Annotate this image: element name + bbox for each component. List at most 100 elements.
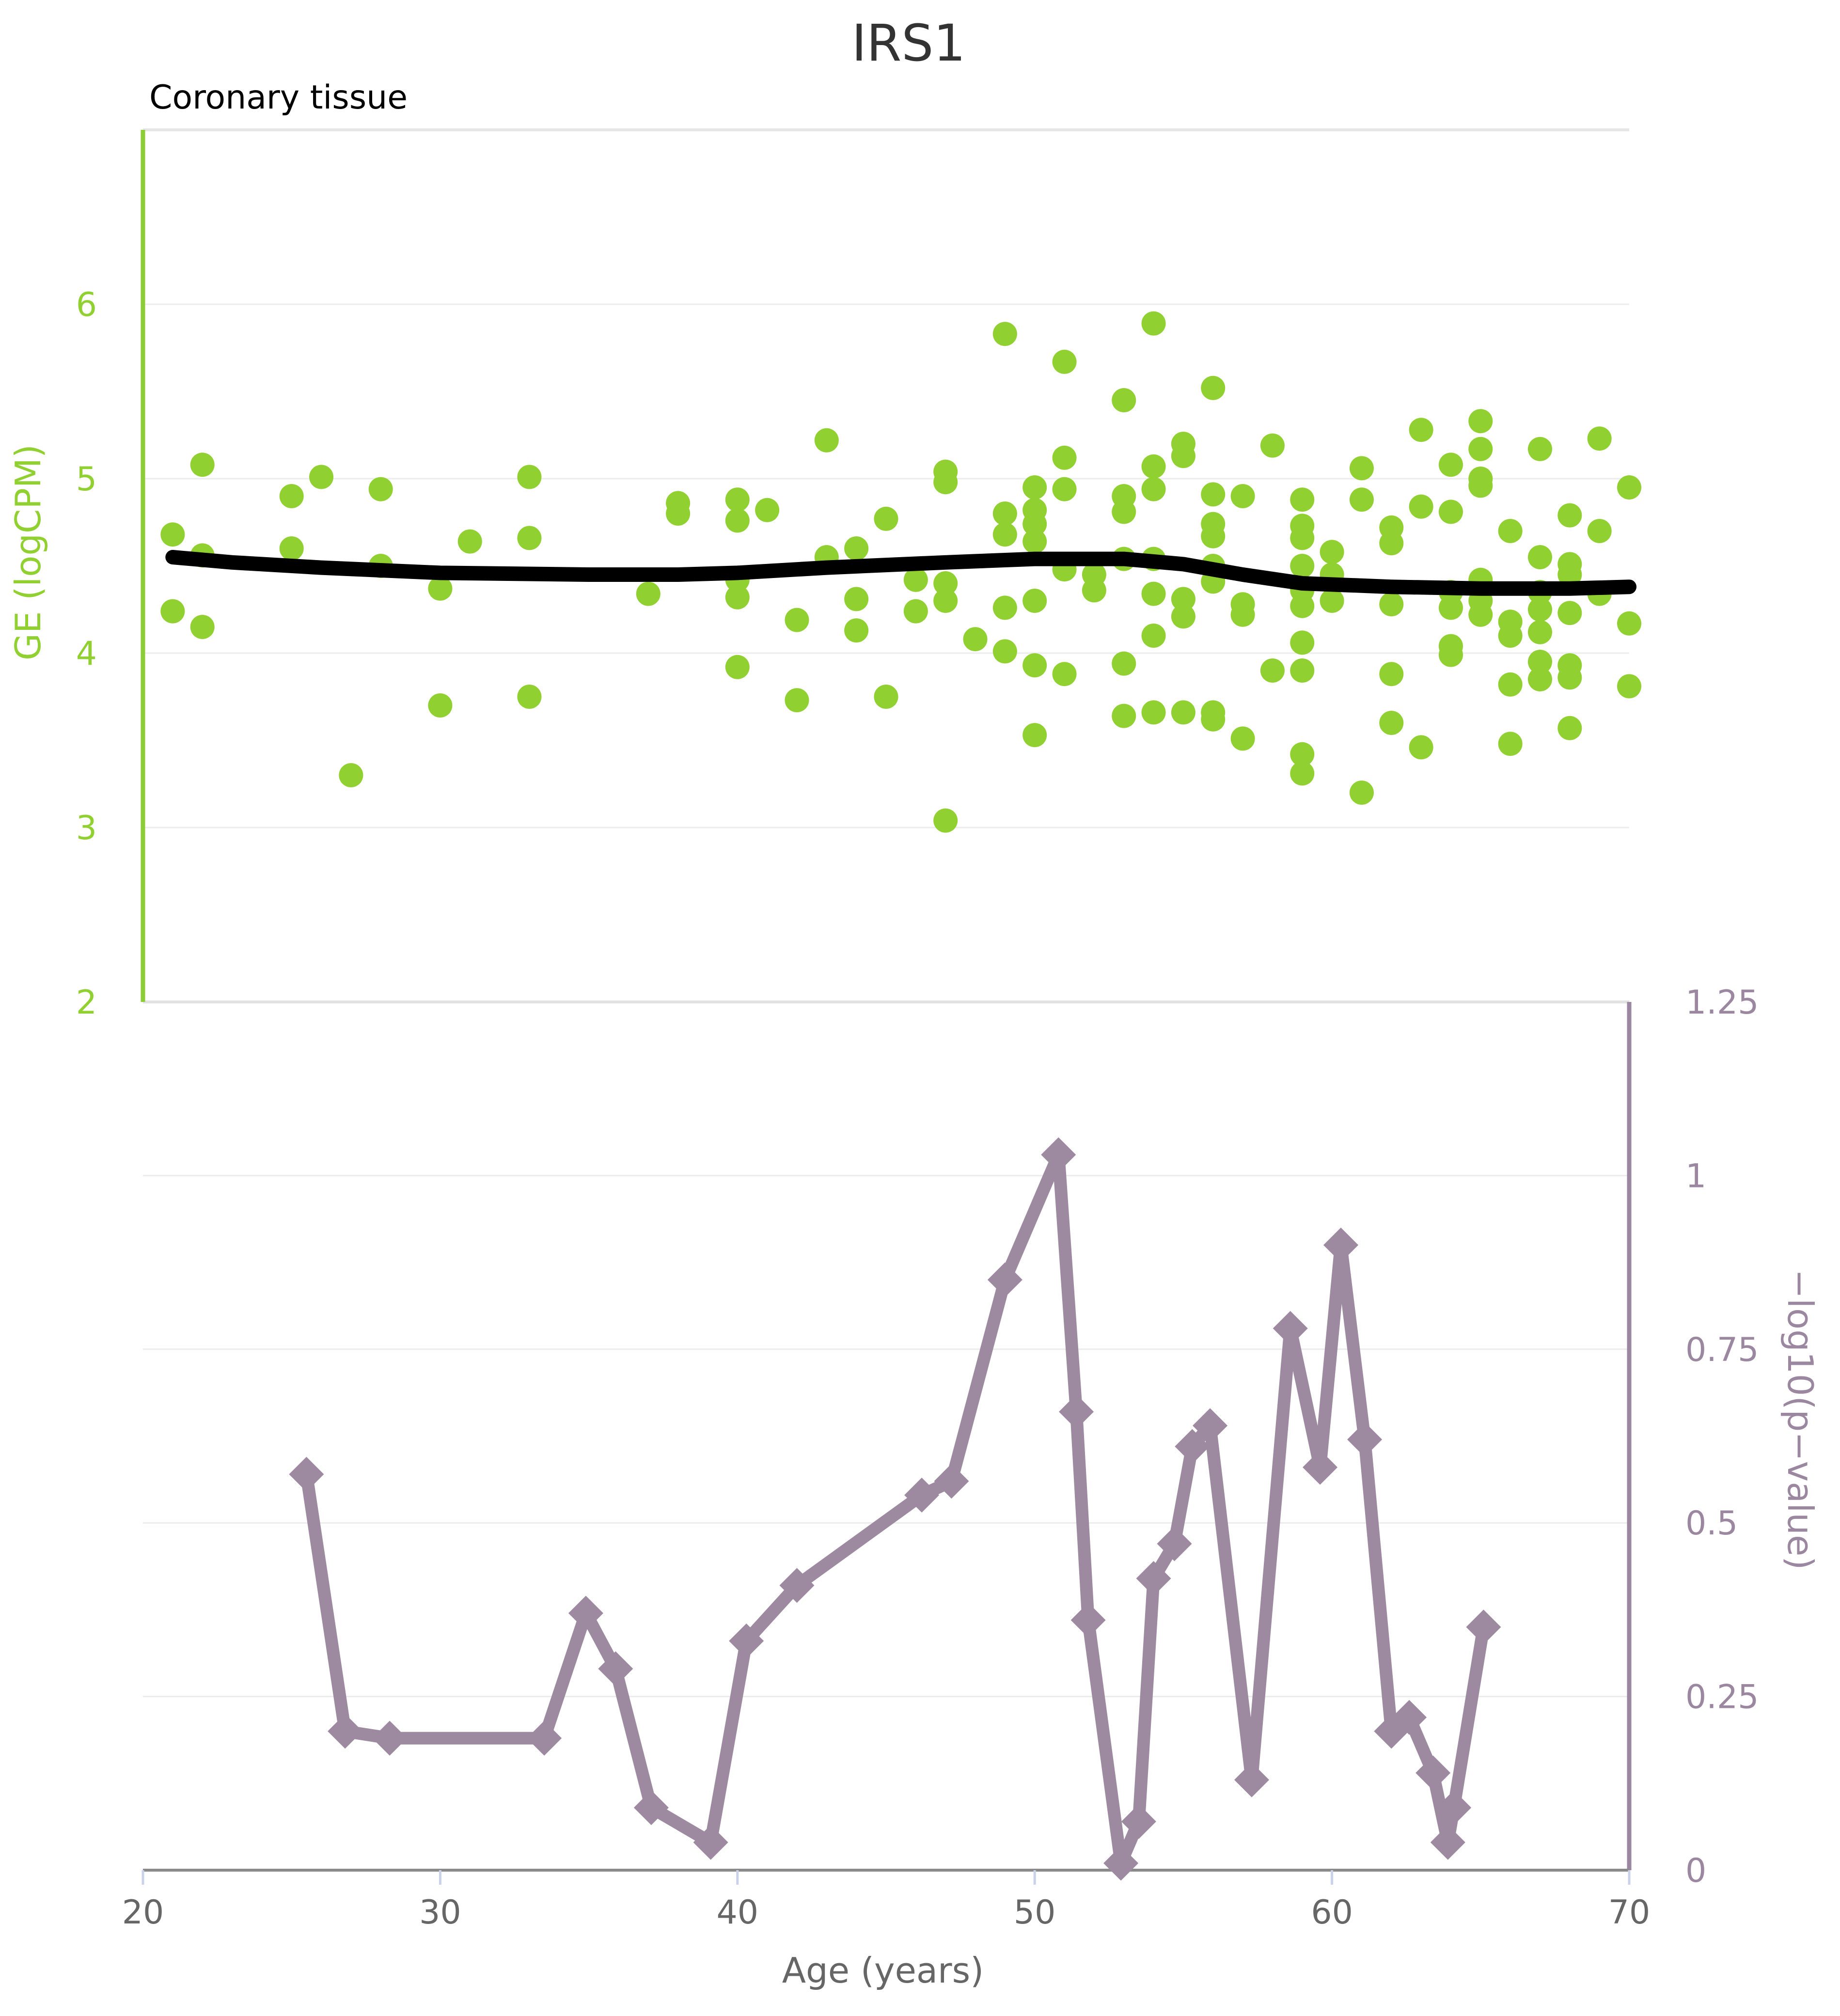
scatter-point xyxy=(1557,716,1582,740)
pvalue-marker xyxy=(729,1623,764,1658)
scatter-point xyxy=(160,599,185,624)
scatter-point xyxy=(1527,545,1552,569)
scatter-point xyxy=(636,581,661,606)
pvalue-marker xyxy=(1430,1825,1465,1860)
scatter-point xyxy=(874,506,898,531)
chart-subtitle: Coronary tissue xyxy=(149,78,408,117)
scatter-point xyxy=(963,627,988,652)
scatter-point xyxy=(1112,388,1136,412)
scatter-point xyxy=(1527,650,1552,674)
x-tick-label: 50 xyxy=(1014,1893,1056,1932)
scatter-point xyxy=(1527,667,1552,691)
scatter-point xyxy=(1141,477,1166,501)
x-tick-label: 60 xyxy=(1311,1893,1353,1932)
pvalue-marker xyxy=(1175,1429,1210,1464)
scatter-point xyxy=(844,618,869,643)
trend-line xyxy=(165,550,1636,596)
scatter-point xyxy=(1527,437,1552,461)
scatter-point xyxy=(428,693,453,718)
scatter-point xyxy=(1438,500,1463,524)
scatter-point xyxy=(1290,761,1315,786)
scatter-point xyxy=(190,615,215,639)
scatter-point xyxy=(1201,524,1226,548)
scatter-point xyxy=(992,322,1017,346)
scatter-point xyxy=(666,501,691,526)
scatter-point xyxy=(844,536,869,561)
scatter-point xyxy=(814,428,839,453)
scatter-point xyxy=(933,808,958,833)
pvalue-marker xyxy=(1121,1804,1156,1839)
scatter-point xyxy=(933,589,958,613)
scatter-point xyxy=(368,477,393,501)
scatter-point xyxy=(1617,674,1641,699)
pvalue-marker xyxy=(779,1568,815,1603)
y-axis-label-left: GE (logCPM) xyxy=(8,444,48,660)
pvalue-marker xyxy=(328,1714,363,1749)
scatter-point xyxy=(1320,589,1344,613)
scatter-point xyxy=(933,571,958,595)
scatter-point xyxy=(1557,563,1582,587)
scatter-point xyxy=(1022,475,1047,500)
pvalue-markers xyxy=(289,1137,1501,1881)
scatter-point xyxy=(309,465,334,489)
scatter-point xyxy=(1498,624,1523,648)
scatter-point xyxy=(1587,519,1612,543)
scatter-point xyxy=(1468,602,1493,627)
scatter-point xyxy=(1141,624,1166,648)
pvalue-marker xyxy=(633,1790,669,1825)
scatter-point xyxy=(1082,578,1106,603)
pvalue-marker xyxy=(1415,1755,1451,1791)
scatter-point xyxy=(1141,454,1166,479)
y-tick-label-right: 0.25 xyxy=(1685,1678,1759,1717)
scatter-point xyxy=(992,522,1017,547)
scatter-point xyxy=(725,655,750,679)
pvalue-marker xyxy=(1136,1561,1171,1596)
pvalue-marker xyxy=(1323,1227,1359,1263)
scatter-point xyxy=(1022,723,1047,748)
pvalue-marker xyxy=(1103,1845,1139,1881)
scatter-point xyxy=(785,608,809,632)
scatter-point xyxy=(1171,604,1195,629)
scatter-point xyxy=(1022,653,1047,678)
scatter-point xyxy=(1141,700,1166,725)
scatter-point xyxy=(1201,375,1226,400)
scatter-point xyxy=(1112,703,1136,728)
scatter-point xyxy=(279,484,304,508)
scatter-point xyxy=(1468,437,1493,461)
scatter-point xyxy=(755,498,780,522)
y-axis-label-right: −log10(p−value) xyxy=(1780,1269,1821,1570)
scatter-point xyxy=(1141,581,1166,606)
scatter-point xyxy=(1022,529,1047,554)
pvalue-marker xyxy=(987,1262,1022,1297)
scatter-point xyxy=(903,567,928,592)
pvalue-marker xyxy=(904,1477,940,1513)
pvalue-marker xyxy=(934,1464,969,1499)
scatter-point xyxy=(1379,662,1404,687)
chart-title: IRS1 xyxy=(851,14,965,73)
scatter-point xyxy=(1201,707,1226,732)
scatter-point xyxy=(1022,589,1047,613)
scatter-point xyxy=(517,465,542,489)
scatter-point xyxy=(1260,658,1285,683)
y-tick-label-left: 3 xyxy=(76,809,97,847)
pvalue-marker xyxy=(693,1825,728,1860)
scatter-point xyxy=(1349,487,1374,512)
scatter-point xyxy=(1587,426,1612,451)
scatter-point xyxy=(1320,540,1344,564)
pvalue-marker xyxy=(527,1720,562,1756)
scatter-point xyxy=(903,599,928,624)
pvalue-marker xyxy=(372,1720,408,1756)
scatter-point xyxy=(725,487,750,512)
scatter-point xyxy=(160,522,185,547)
scatter-point xyxy=(1349,456,1374,481)
scatter-point xyxy=(1141,311,1166,336)
scatter-point xyxy=(339,763,363,787)
scatter-point xyxy=(1112,651,1136,676)
scatter-point xyxy=(1498,519,1523,543)
scatter-point xyxy=(1290,526,1315,550)
scatter-point xyxy=(1379,592,1404,617)
pvalue-marker xyxy=(1466,1610,1501,1645)
scatter-point xyxy=(1171,444,1195,469)
